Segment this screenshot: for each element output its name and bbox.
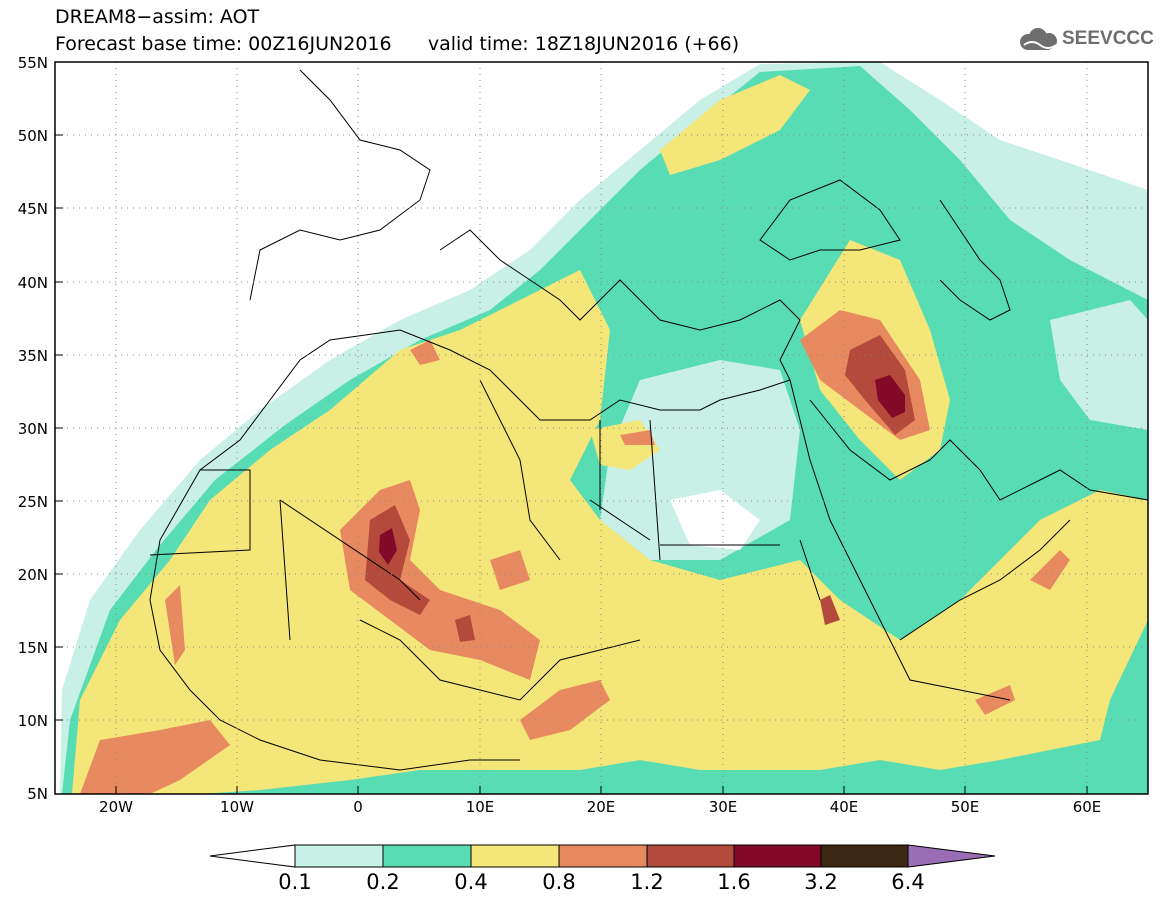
lat-label-50n: 50N: [17, 127, 48, 145]
lat-label-45n: 45N: [17, 200, 48, 218]
lon-label-10e: 10E: [465, 798, 495, 816]
lat-label-10n: 10N: [17, 712, 48, 730]
lat-label-15n: 15N: [17, 639, 48, 657]
lat-label-20n: 20N: [17, 566, 48, 584]
lon-label-40e: 40E: [829, 798, 859, 816]
lat-label-30n: 30N: [17, 420, 48, 438]
colorbar-label: 0.4: [454, 870, 488, 894]
colorbar-label: 0.2: [366, 870, 400, 894]
lat-label-25n: 25N: [17, 493, 48, 511]
logo-text: SEEVCCC: [1062, 28, 1154, 49]
colorbar-label: 0.1: [278, 870, 312, 894]
lon-label-20e: 20E: [586, 798, 616, 816]
lat-label-35n: 35N: [17, 347, 48, 365]
lon-label-20w: 20W: [99, 798, 133, 816]
colorbar-label: 1.2: [630, 870, 664, 894]
lat-label-40n: 40N: [17, 274, 48, 292]
lon-label-30e: 30E: [708, 798, 738, 816]
map-frame: [54, 61, 1149, 795]
map-title: DREAM8−assim: AOT: [55, 6, 260, 28]
coastlines: [149, 69, 1148, 771]
lon-label-60e: 60E: [1072, 798, 1102, 816]
lat-label-55n: 55N: [17, 54, 48, 72]
forecast-time-line: Forecast base time: 00Z16JUN2016 valid t…: [55, 33, 740, 55]
colorbar-label: 3.2: [804, 870, 838, 894]
colorbar-label: 1.6: [717, 870, 751, 894]
seevccc-logo: [1020, 28, 1057, 50]
colorbar-label: 0.8: [542, 870, 576, 894]
colorbar-label: 6.4: [891, 870, 925, 894]
lon-label-0: 0: [353, 798, 363, 816]
grid-lines: [55, 62, 1148, 794]
lon-label-10w: 10W: [220, 798, 254, 816]
lat-label-5n: 5N: [27, 785, 48, 803]
axis-ticks: [55, 134, 1088, 794]
lon-label-50e: 50E: [950, 798, 980, 816]
